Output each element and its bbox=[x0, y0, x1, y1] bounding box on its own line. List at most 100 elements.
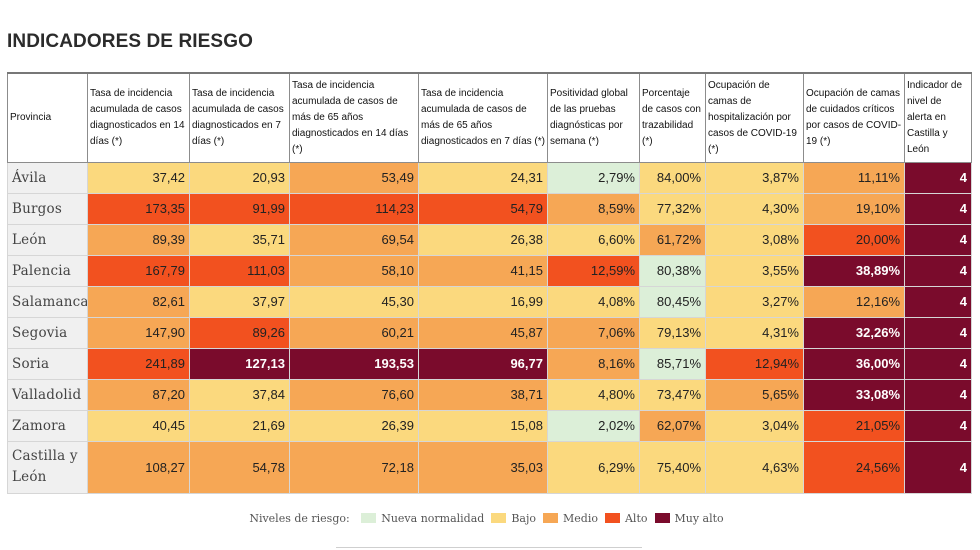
value-cell: 45,30 bbox=[289, 285, 419, 318]
value-cell: 3,08% bbox=[705, 223, 804, 256]
value-cell: 4 bbox=[904, 223, 972, 256]
value-cell: 41,15 bbox=[418, 254, 548, 287]
value-cell: 37,97 bbox=[189, 285, 290, 318]
value-cell: 60,21 bbox=[289, 316, 419, 349]
legend-label: Nueva normalidad bbox=[381, 512, 485, 525]
value-cell: 8,59% bbox=[547, 192, 640, 225]
value-cell: 38,71 bbox=[418, 378, 548, 411]
table-row: León 89,39 35,71 69,54 26,38 6,60% 61,72% 3,08%… bbox=[7, 223, 972, 256]
header-cell: Ocupación de camas de cuidados críticos … bbox=[803, 72, 905, 163]
province-cell: León bbox=[7, 223, 88, 256]
value-cell: 7,06% bbox=[547, 316, 640, 349]
value-cell: 40,45 bbox=[87, 409, 190, 442]
value-cell: 26,39 bbox=[289, 409, 419, 442]
value-cell: 54,78 bbox=[189, 440, 290, 494]
header-cell: Tasa de incidencia acumulada de casos di… bbox=[189, 72, 290, 163]
value-cell: 15,08 bbox=[418, 409, 548, 442]
value-cell: 147,90 bbox=[87, 316, 190, 349]
legend-swatch bbox=[361, 513, 377, 523]
header-cell: Tasa de incidencia acumulada de casos de… bbox=[289, 72, 419, 163]
value-cell: 75,40% bbox=[639, 440, 706, 494]
legend-label: Bajo bbox=[511, 512, 537, 525]
header-cell: Tasa de incidencia acumulada de casos de… bbox=[418, 72, 548, 163]
province-cell: Burgos bbox=[7, 192, 88, 225]
value-cell: 72,18 bbox=[289, 440, 419, 494]
value-cell: 84,00% bbox=[639, 161, 706, 194]
header-row: Provincia Tasa de incidencia acumulada d… bbox=[7, 72, 972, 163]
value-cell: 193,53 bbox=[289, 347, 419, 380]
value-cell: 61,72% bbox=[639, 223, 706, 256]
header-cell: Positividad global de las pruebas diagnó… bbox=[547, 72, 640, 163]
value-cell: 6,60% bbox=[547, 223, 640, 256]
value-cell: 4,31% bbox=[705, 316, 804, 349]
value-cell: 6,29% bbox=[547, 440, 640, 494]
value-cell: 11,11% bbox=[803, 161, 905, 194]
table-row: Burgos 173,35 91,99 114,23 54,79 8,59% 77,32% 4… bbox=[7, 192, 972, 225]
value-cell: 4 bbox=[904, 440, 972, 494]
value-cell: 82,61 bbox=[87, 285, 190, 318]
table-row: Palencia 167,79 111,03 58,10 41,15 12,59% 80,3… bbox=[7, 254, 972, 287]
value-cell: 167,79 bbox=[87, 254, 190, 287]
value-cell: 69,54 bbox=[289, 223, 419, 256]
value-cell: 33,08% bbox=[803, 378, 905, 411]
legend-item: Nueva normalidad bbox=[361, 512, 484, 525]
legend-item: Bajo bbox=[491, 512, 536, 525]
value-cell: 241,89 bbox=[87, 347, 190, 380]
value-cell: 4,30% bbox=[705, 192, 804, 225]
value-cell: 91,99 bbox=[189, 192, 290, 225]
value-cell: 4 bbox=[904, 316, 972, 349]
value-cell: 108,27 bbox=[87, 440, 190, 494]
value-cell: 4,80% bbox=[547, 378, 640, 411]
province-cell: Soria bbox=[7, 347, 88, 380]
value-cell: 114,23 bbox=[289, 192, 419, 225]
value-cell: 3,04% bbox=[705, 409, 804, 442]
legend-swatch bbox=[654, 513, 670, 523]
value-cell: 54,79 bbox=[418, 192, 548, 225]
value-cell: 3,55% bbox=[705, 254, 804, 287]
value-cell: 4 bbox=[904, 378, 972, 411]
value-cell: 4 bbox=[904, 254, 972, 287]
value-cell: 19,10% bbox=[803, 192, 905, 225]
legend-swatch bbox=[604, 513, 620, 523]
value-cell: 26,38 bbox=[418, 223, 548, 256]
header-cell: Ocupación de camas de hospitalización po… bbox=[705, 72, 804, 163]
legend-label: Muy alto bbox=[674, 512, 724, 525]
value-cell: 76,60 bbox=[289, 378, 419, 411]
header-cell: Provincia bbox=[7, 72, 88, 163]
value-cell: 73,47% bbox=[639, 378, 706, 411]
value-cell: 53,49 bbox=[289, 161, 419, 194]
value-cell: 89,26 bbox=[189, 316, 290, 349]
value-cell: 4 bbox=[904, 192, 972, 225]
province-cell: Palencia bbox=[7, 254, 88, 287]
value-cell: 87,20 bbox=[87, 378, 190, 411]
value-cell: 89,39 bbox=[87, 223, 190, 256]
value-cell: 32,26% bbox=[803, 316, 905, 349]
risk-legend: Niveles de riesgo: Nueva normalidad Bajo M… bbox=[0, 512, 980, 525]
value-cell: 37,42 bbox=[87, 161, 190, 194]
value-cell: 4,63% bbox=[705, 440, 804, 494]
value-cell: 173,35 bbox=[87, 192, 190, 225]
province-cell: Segovia bbox=[7, 316, 88, 349]
value-cell: 35,03 bbox=[418, 440, 548, 494]
legend-item: Alto bbox=[604, 512, 648, 525]
legend-label: Alto bbox=[624, 512, 648, 525]
table-row: Segovia 147,90 89,26 60,21 45,87 7,06% 79,13% 4… bbox=[7, 316, 972, 349]
value-cell: 3,87% bbox=[705, 161, 804, 194]
value-cell: 12,94% bbox=[705, 347, 804, 380]
value-cell: 24,56% bbox=[803, 440, 905, 494]
value-cell: 4,08% bbox=[547, 285, 640, 318]
value-cell: 3,27% bbox=[705, 285, 804, 318]
value-cell: 20,00% bbox=[803, 223, 905, 256]
header-cell: Indicador de nivel de alerta en Castilla… bbox=[904, 72, 972, 163]
table-row: Zamora 40,45 21,69 26,39 15,08 2,02% 62,07% 3,0… bbox=[7, 409, 972, 442]
header-cell: Porcentaje de casos con trazabilidad (*) bbox=[639, 72, 706, 163]
value-cell: 8,16% bbox=[547, 347, 640, 380]
value-cell: 80,45% bbox=[639, 285, 706, 318]
province-cell: Salamanca bbox=[7, 285, 88, 318]
value-cell: 62,07% bbox=[639, 409, 706, 442]
province-cell: Ávila bbox=[7, 161, 88, 194]
value-cell: 111,03 bbox=[189, 254, 290, 287]
value-cell: 21,69 bbox=[189, 409, 290, 442]
value-cell: 5,65% bbox=[705, 378, 804, 411]
value-cell: 16,99 bbox=[418, 285, 548, 318]
